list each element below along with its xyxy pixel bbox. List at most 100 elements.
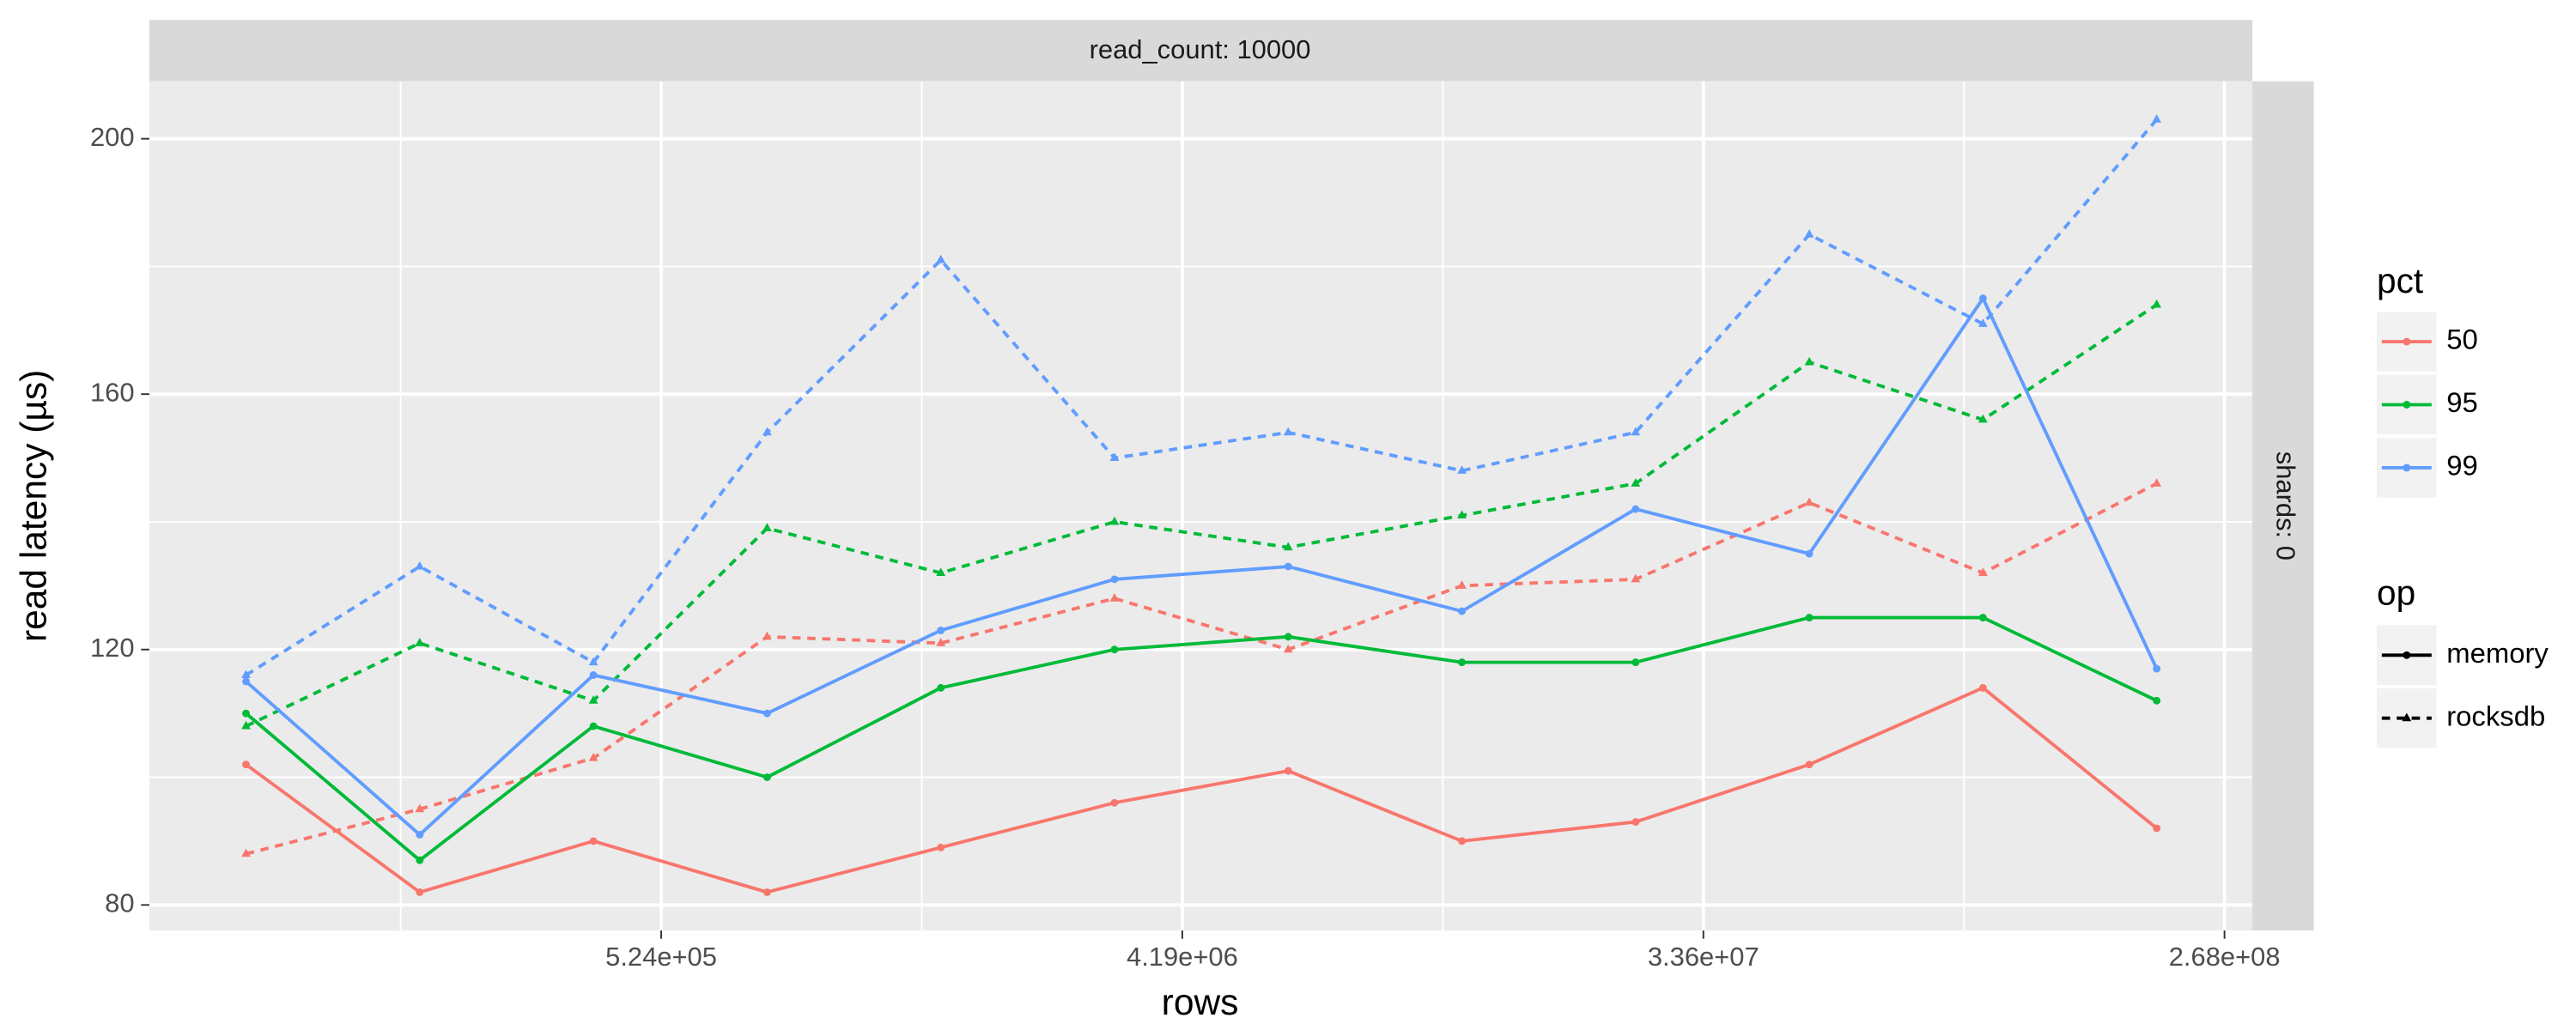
point: [1283, 427, 1293, 436]
point: [2152, 114, 2162, 123]
series-line: [245, 294, 2159, 838]
axes: 5.24e+05 4.19e+06 3.36e+07 2.68e+08 80 120 160…: [90, 122, 2281, 972]
point: [2152, 299, 2162, 308]
series-line: [245, 303, 2158, 728]
point: [588, 657, 598, 666]
facet-label-right: shards: 0: [2271, 451, 2301, 560]
y-tick-label: 120: [90, 633, 135, 663]
series-line: [245, 686, 2158, 894]
point: [762, 523, 772, 531]
point: [241, 670, 251, 678]
point: [762, 709, 771, 718]
point: [1804, 497, 1814, 506]
legend-label: 50: [2446, 324, 2478, 355]
point: [1978, 318, 1988, 327]
x-tick-label: 2.68e+08: [2169, 942, 2281, 972]
point: [415, 560, 425, 570]
x-tick-label: 4.19e+06: [1127, 942, 1238, 972]
point: [416, 831, 424, 839]
point: [242, 709, 250, 718]
y-tick-label: 160: [90, 377, 135, 407]
point: [762, 888, 771, 896]
point: [588, 695, 598, 704]
y-tick-label: 200: [90, 122, 135, 152]
point: [2152, 478, 2162, 487]
point: [1978, 567, 1988, 576]
point: [415, 638, 425, 646]
point: [1457, 465, 1467, 474]
point: [1631, 818, 1640, 827]
point: [1284, 562, 1292, 571]
point: [1804, 356, 1814, 366]
point: [1978, 294, 1987, 303]
point: [1978, 414, 1988, 423]
point: [1109, 593, 1120, 602]
y-tick-label: 80: [105, 888, 134, 918]
legend-label: 95: [2446, 386, 2478, 418]
x-axis-title: rows: [1162, 983, 1239, 1023]
facet-strip-top: [149, 20, 2253, 82]
series-line: [245, 118, 2159, 677]
point: [1457, 510, 1467, 519]
legend-swatch-point: [2402, 712, 2412, 722]
series-line: [245, 615, 2158, 863]
point: [762, 773, 771, 781]
point: [1458, 607, 1466, 615]
point: [1804, 229, 1814, 238]
legend-swatch-point: [2403, 464, 2411, 472]
x-tick-label: 5.24e+05: [605, 942, 717, 972]
point: [1458, 837, 1466, 845]
point: [1457, 580, 1467, 589]
legend-title: op: [2377, 573, 2415, 612]
point: [2153, 664, 2161, 673]
legend-title: pct: [2377, 261, 2423, 300]
legend-swatch-point: [2403, 651, 2411, 659]
point: [1978, 614, 1987, 621]
point: [1458, 658, 1466, 667]
point: [937, 843, 945, 851]
lines: [241, 114, 2162, 896]
point: [937, 683, 945, 692]
point: [589, 671, 598, 679]
point: [1110, 798, 1119, 807]
point: [242, 760, 250, 769]
legend-label: 99: [2446, 450, 2478, 482]
point: [1283, 542, 1293, 551]
point: [936, 567, 946, 576]
point: [936, 638, 946, 646]
point: [416, 888, 424, 896]
y-axis-title: read latency (µs): [15, 370, 55, 642]
point: [416, 856, 424, 864]
series-line: [246, 482, 2158, 856]
point: [1631, 505, 1640, 513]
point: [2153, 696, 2161, 705]
point: [589, 722, 598, 730]
point: [1805, 760, 1814, 769]
point: [242, 677, 250, 686]
point: [1110, 645, 1119, 654]
point: [1284, 766, 1292, 775]
point: [589, 837, 598, 845]
facet-label-top: read_count: 10000: [1090, 34, 1311, 64]
grid: [149, 81, 2253, 931]
point: [2153, 824, 2161, 833]
point: [241, 720, 251, 730]
point: [1631, 658, 1640, 667]
point: [762, 631, 772, 640]
legend-label: rocksdb: [2446, 700, 2545, 731]
point: [241, 848, 251, 857]
point: [1805, 614, 1814, 621]
point: [1284, 633, 1292, 641]
point: [1109, 516, 1120, 525]
point: [762, 427, 772, 436]
point: [1631, 573, 1641, 583]
point: [937, 626, 945, 634]
point: [415, 803, 425, 813]
point: [1805, 549, 1814, 558]
point: [1283, 644, 1293, 653]
point: [1631, 478, 1641, 487]
legend-label: memory: [2446, 637, 2549, 669]
point: [1110, 575, 1119, 584]
legend: pct 50 95 99 op memory rocksdb: [2377, 261, 2549, 748]
facet-strip-right: [2252, 81, 2314, 931]
